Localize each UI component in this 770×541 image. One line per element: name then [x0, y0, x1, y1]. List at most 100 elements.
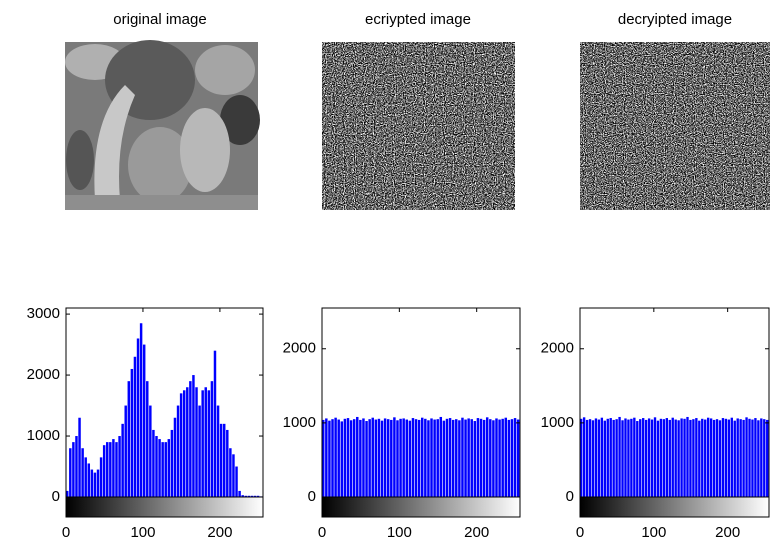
bar: [495, 418, 497, 497]
bar: [168, 439, 170, 497]
bar: [180, 393, 182, 497]
bar: [424, 419, 426, 497]
bar: [722, 418, 724, 497]
bar: [91, 470, 93, 497]
bar: [645, 420, 647, 497]
bar: [368, 419, 370, 497]
bar: [766, 420, 768, 497]
bar: [480, 419, 482, 497]
bar: [433, 420, 435, 497]
bar: [350, 420, 352, 497]
x-tick-label: 200: [207, 524, 232, 541]
bar: [402, 418, 404, 497]
y-tick-label: 2000: [283, 340, 316, 357]
bar: [189, 381, 191, 497]
encrypted-image: [322, 42, 515, 210]
bar: [396, 420, 398, 497]
bar: [598, 420, 600, 497]
bar: [88, 463, 90, 497]
bar: [115, 442, 117, 497]
bar: [223, 424, 225, 497]
bar: [381, 421, 383, 497]
bar: [106, 442, 108, 497]
bar: [471, 419, 473, 497]
y-tick-label: 1000: [27, 427, 60, 444]
bar: [517, 420, 519, 497]
bar: [341, 421, 343, 497]
bar: [229, 448, 231, 497]
bar: [686, 417, 688, 497]
bar: [692, 419, 694, 497]
bar: [489, 419, 491, 497]
bar: [205, 387, 207, 497]
bar: [467, 418, 469, 497]
bar: [511, 419, 513, 497]
bar: [177, 406, 179, 497]
y-tick-label: 1000: [541, 414, 574, 431]
original-image: [65, 40, 260, 210]
bar: [97, 470, 99, 497]
bar: [121, 424, 123, 497]
x-tick-label: 0: [62, 524, 70, 541]
bar: [592, 420, 594, 497]
figure: original image ecriypted image decryipte…: [0, 0, 770, 541]
bar: [651, 420, 653, 497]
bar: [675, 420, 677, 497]
bar: [140, 323, 142, 497]
bar: [704, 420, 706, 497]
bar: [486, 417, 488, 497]
image-title: ecriypted image: [365, 11, 471, 28]
bar: [595, 418, 597, 497]
bar: [710, 418, 712, 497]
bar: [633, 418, 635, 497]
bar: [72, 442, 74, 497]
bar: [713, 420, 715, 497]
bar: [109, 442, 111, 497]
bar: [430, 418, 432, 497]
bar: [198, 406, 200, 497]
x-tick-label: 0: [318, 524, 326, 541]
x-tick-label: 200: [715, 524, 740, 541]
bar: [737, 418, 739, 497]
bar: [365, 421, 367, 497]
bar: [461, 418, 463, 497]
x-tick-label: 0: [576, 524, 584, 541]
bar: [621, 420, 623, 497]
bar: [514, 418, 516, 497]
bar: [754, 418, 756, 497]
bar: [427, 420, 429, 497]
bar: [458, 420, 460, 497]
bar: [390, 420, 392, 497]
bar: [412, 418, 414, 497]
bar: [387, 419, 389, 497]
bar: [760, 418, 762, 497]
bar: [657, 421, 659, 497]
y-tick-label: 0: [566, 488, 574, 505]
bar: [683, 419, 685, 497]
bar: [421, 418, 423, 497]
bar: [128, 381, 130, 497]
bar: [378, 419, 380, 497]
bar: [149, 406, 151, 497]
bar: [698, 421, 700, 497]
bar: [677, 420, 679, 497]
bar: [615, 419, 617, 497]
bar: [612, 420, 614, 497]
bar: [751, 420, 753, 497]
colorbar: [66, 497, 263, 517]
colorbar: [580, 497, 769, 517]
y-tick-label: 1000: [283, 414, 316, 431]
bar: [666, 418, 668, 497]
bar: [446, 419, 448, 497]
bar: [415, 419, 417, 497]
bar: [660, 419, 662, 497]
bar: [669, 420, 671, 497]
bar: [372, 418, 374, 497]
bar: [195, 387, 197, 497]
y-tick-label: 0: [308, 488, 316, 505]
bar: [406, 420, 408, 497]
bar: [610, 418, 612, 497]
y-tick-label: 2000: [541, 340, 574, 357]
bar: [624, 418, 626, 497]
bar: [344, 419, 346, 497]
